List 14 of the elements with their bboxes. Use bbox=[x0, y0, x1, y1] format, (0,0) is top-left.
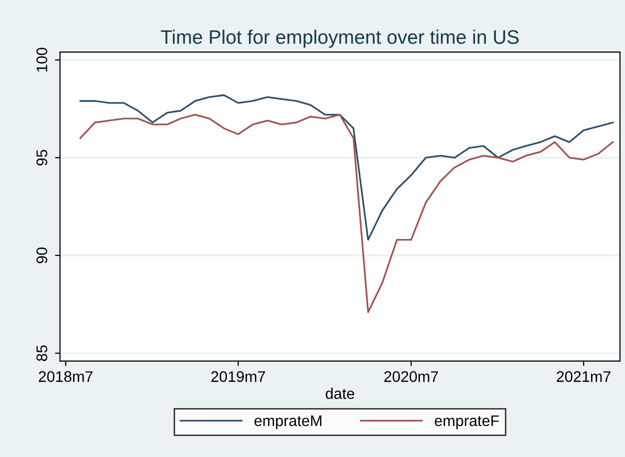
line-series bbox=[79, 94, 614, 241]
x-tick-label: 2019m7 bbox=[211, 371, 265, 382]
y-tick-label: 100 bbox=[36, 48, 48, 72]
x-tick-label: 2018m7 bbox=[38, 371, 93, 382]
y-tick-label: 90 bbox=[36, 248, 48, 264]
legend-label: emprateM bbox=[254, 416, 322, 430]
y-tick-label: 95 bbox=[36, 150, 48, 166]
y-tick-label: 85 bbox=[36, 345, 48, 362]
chart-title: Time Plot for employment over time in US bbox=[160, 30, 519, 48]
x-axis-title: date bbox=[326, 388, 354, 399]
line-series bbox=[79, 114, 614, 313]
x-tick-label: 2020m7 bbox=[384, 371, 438, 382]
legend-label: emprateF bbox=[434, 416, 499, 430]
x-tick-label: 2021m7 bbox=[556, 371, 610, 382]
